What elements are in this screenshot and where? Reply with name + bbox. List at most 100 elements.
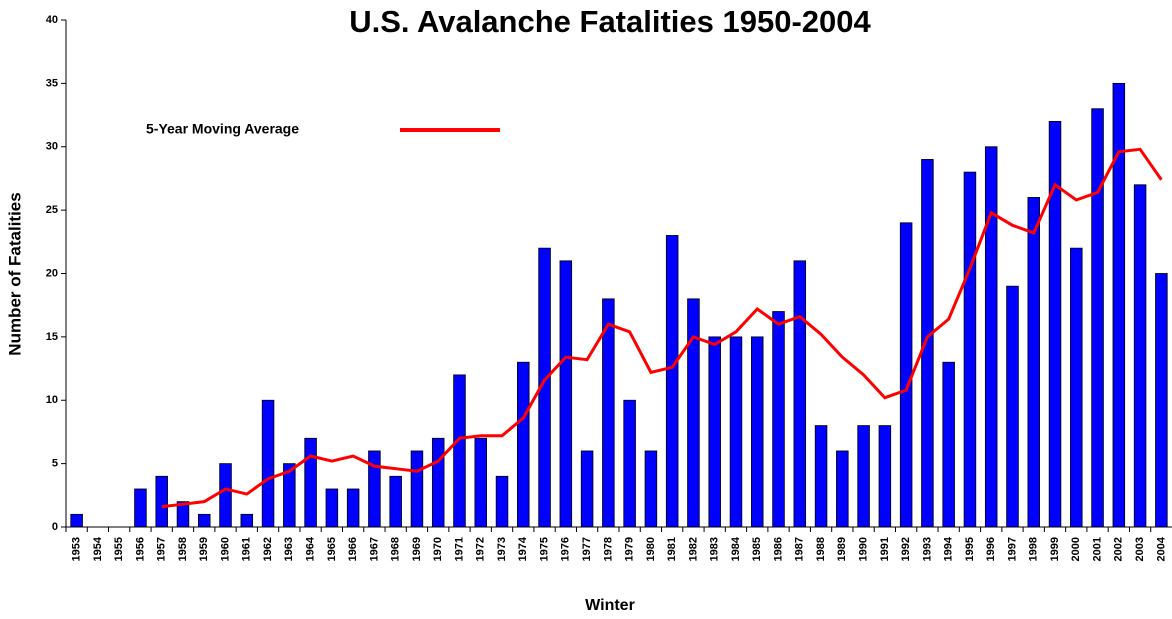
bar bbox=[389, 475, 402, 528]
y-tick-label: 20 bbox=[46, 267, 58, 279]
bar bbox=[410, 450, 424, 528]
bar bbox=[1133, 184, 1147, 528]
x-tick-label: 1983 bbox=[709, 537, 721, 561]
x-tick-label: 1981 bbox=[666, 537, 678, 561]
x-tick-label: 1977 bbox=[581, 537, 593, 561]
x-tick-label: 2000 bbox=[1070, 537, 1082, 561]
bar bbox=[751, 336, 764, 528]
bar bbox=[729, 336, 743, 528]
bar bbox=[431, 437, 445, 528]
bar bbox=[559, 260, 573, 528]
bar bbox=[198, 513, 211, 528]
x-tick-label: 1970 bbox=[432, 537, 444, 561]
x-tick-label: 1956 bbox=[134, 537, 146, 561]
x-tick-label: 1961 bbox=[241, 537, 253, 561]
x-tick-label: 1999 bbox=[1049, 537, 1061, 561]
x-tick-label: 1953 bbox=[71, 537, 83, 561]
x-tick-label: 1990 bbox=[858, 537, 870, 561]
x-tick-label: 1974 bbox=[517, 536, 529, 561]
bar bbox=[1027, 197, 1040, 528]
bar bbox=[942, 361, 955, 528]
bar bbox=[219, 463, 232, 528]
chart-title: U.S. Avalanche Fatalities 1950-2004 bbox=[349, 4, 871, 39]
x-tick-label: 1971 bbox=[453, 537, 465, 561]
x-tick-label: 1954 bbox=[92, 536, 104, 561]
bar bbox=[368, 450, 381, 528]
y-tick-label: 25 bbox=[46, 204, 58, 216]
x-tick-label: 1993 bbox=[921, 537, 933, 561]
bar bbox=[984, 146, 998, 528]
x-tick-label: 2002 bbox=[1113, 537, 1125, 561]
bar bbox=[1155, 273, 1168, 528]
x-tick-label: 2001 bbox=[1091, 537, 1103, 561]
y-tick-label: 30 bbox=[46, 141, 58, 153]
x-tick-label: 1986 bbox=[772, 537, 784, 561]
y-tick-label: 10 bbox=[46, 394, 58, 406]
x-tick-label: 1967 bbox=[368, 537, 380, 561]
bar bbox=[708, 336, 721, 528]
x-tick-label: 1973 bbox=[496, 537, 508, 561]
x-tick-label: 1975 bbox=[538, 537, 550, 561]
bar bbox=[155, 475, 168, 528]
x-tick-label: 1992 bbox=[900, 537, 912, 561]
bar bbox=[836, 450, 849, 528]
bar bbox=[304, 437, 317, 528]
bar bbox=[453, 374, 466, 528]
bar bbox=[878, 425, 892, 528]
bar bbox=[346, 488, 360, 528]
x-tick-label: 1987 bbox=[794, 537, 806, 561]
y-tick-label: 15 bbox=[46, 331, 58, 343]
x-tick-label: 1997 bbox=[1006, 537, 1018, 561]
bar bbox=[857, 425, 870, 528]
moving-average-line bbox=[161, 147, 1163, 509]
x-tick-label: 1978 bbox=[602, 537, 614, 561]
x-tick-label: 1991 bbox=[879, 537, 891, 561]
x-tick-label: 1998 bbox=[1028, 537, 1040, 561]
bar bbox=[772, 311, 785, 528]
bar bbox=[793, 260, 807, 528]
x-tick-label: 2004 bbox=[1155, 536, 1167, 561]
bar bbox=[687, 298, 700, 528]
legend-label: 5-Year Moving Average bbox=[146, 121, 299, 137]
bar bbox=[814, 425, 828, 528]
x-tick-label: 1968 bbox=[390, 537, 402, 561]
x-tick-label: 1984 bbox=[730, 536, 742, 561]
x-tick-label: 1996 bbox=[985, 537, 997, 561]
x-tick-label: 1962 bbox=[262, 537, 274, 561]
x-tick-label: 1972 bbox=[475, 537, 487, 561]
x-tick-label: 1976 bbox=[560, 537, 572, 561]
x-tick-label: 1989 bbox=[836, 537, 848, 561]
bar bbox=[899, 222, 913, 528]
y-tick-label: 35 bbox=[46, 77, 58, 89]
bar bbox=[1091, 108, 1104, 528]
x-tick-label: 1979 bbox=[624, 537, 636, 561]
bar bbox=[517, 361, 530, 528]
x-tick-label: 1988 bbox=[815, 537, 827, 561]
x-tick-label: 1955 bbox=[113, 537, 125, 561]
bar bbox=[495, 475, 509, 528]
bar bbox=[963, 171, 977, 528]
bar bbox=[580, 450, 594, 528]
x-tick-label: 1965 bbox=[326, 537, 338, 561]
x-tick-label: 1969 bbox=[411, 537, 423, 561]
x-tick-label: 2003 bbox=[1134, 537, 1146, 561]
bar bbox=[1070, 247, 1083, 528]
bar bbox=[1048, 121, 1062, 528]
bar bbox=[261, 399, 275, 528]
x-tick-label: 1957 bbox=[156, 537, 168, 561]
bar bbox=[665, 235, 679, 528]
bar bbox=[1006, 285, 1019, 528]
bar bbox=[623, 399, 636, 528]
x-tick-label: 1958 bbox=[177, 537, 189, 561]
x-tick-label: 1959 bbox=[198, 537, 210, 561]
y-axis-label: Number of Fatalities bbox=[5, 192, 24, 355]
x-tick-label: 1985 bbox=[751, 537, 763, 561]
bar bbox=[325, 488, 339, 528]
bar bbox=[644, 450, 658, 528]
bar bbox=[240, 513, 254, 528]
x-axis-label: Winter bbox=[585, 597, 635, 614]
x-tick-label: 1966 bbox=[347, 537, 359, 561]
x-tick-label: 1964 bbox=[305, 536, 317, 561]
y-tick-label: 5 bbox=[52, 458, 58, 470]
